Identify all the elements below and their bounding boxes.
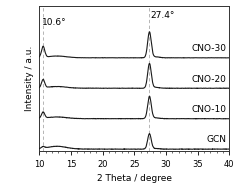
Y-axis label: Intensity / a.u.: Intensity / a.u.	[25, 46, 34, 111]
Text: 10.6°: 10.6°	[42, 18, 67, 27]
Text: CNO-20: CNO-20	[191, 75, 226, 84]
Text: 27.4°: 27.4°	[150, 11, 175, 20]
X-axis label: 2 Theta / degree: 2 Theta / degree	[97, 174, 172, 184]
Text: CNO-30: CNO-30	[191, 44, 226, 53]
Text: CNO-10: CNO-10	[191, 105, 226, 114]
Text: GCN: GCN	[206, 136, 226, 145]
